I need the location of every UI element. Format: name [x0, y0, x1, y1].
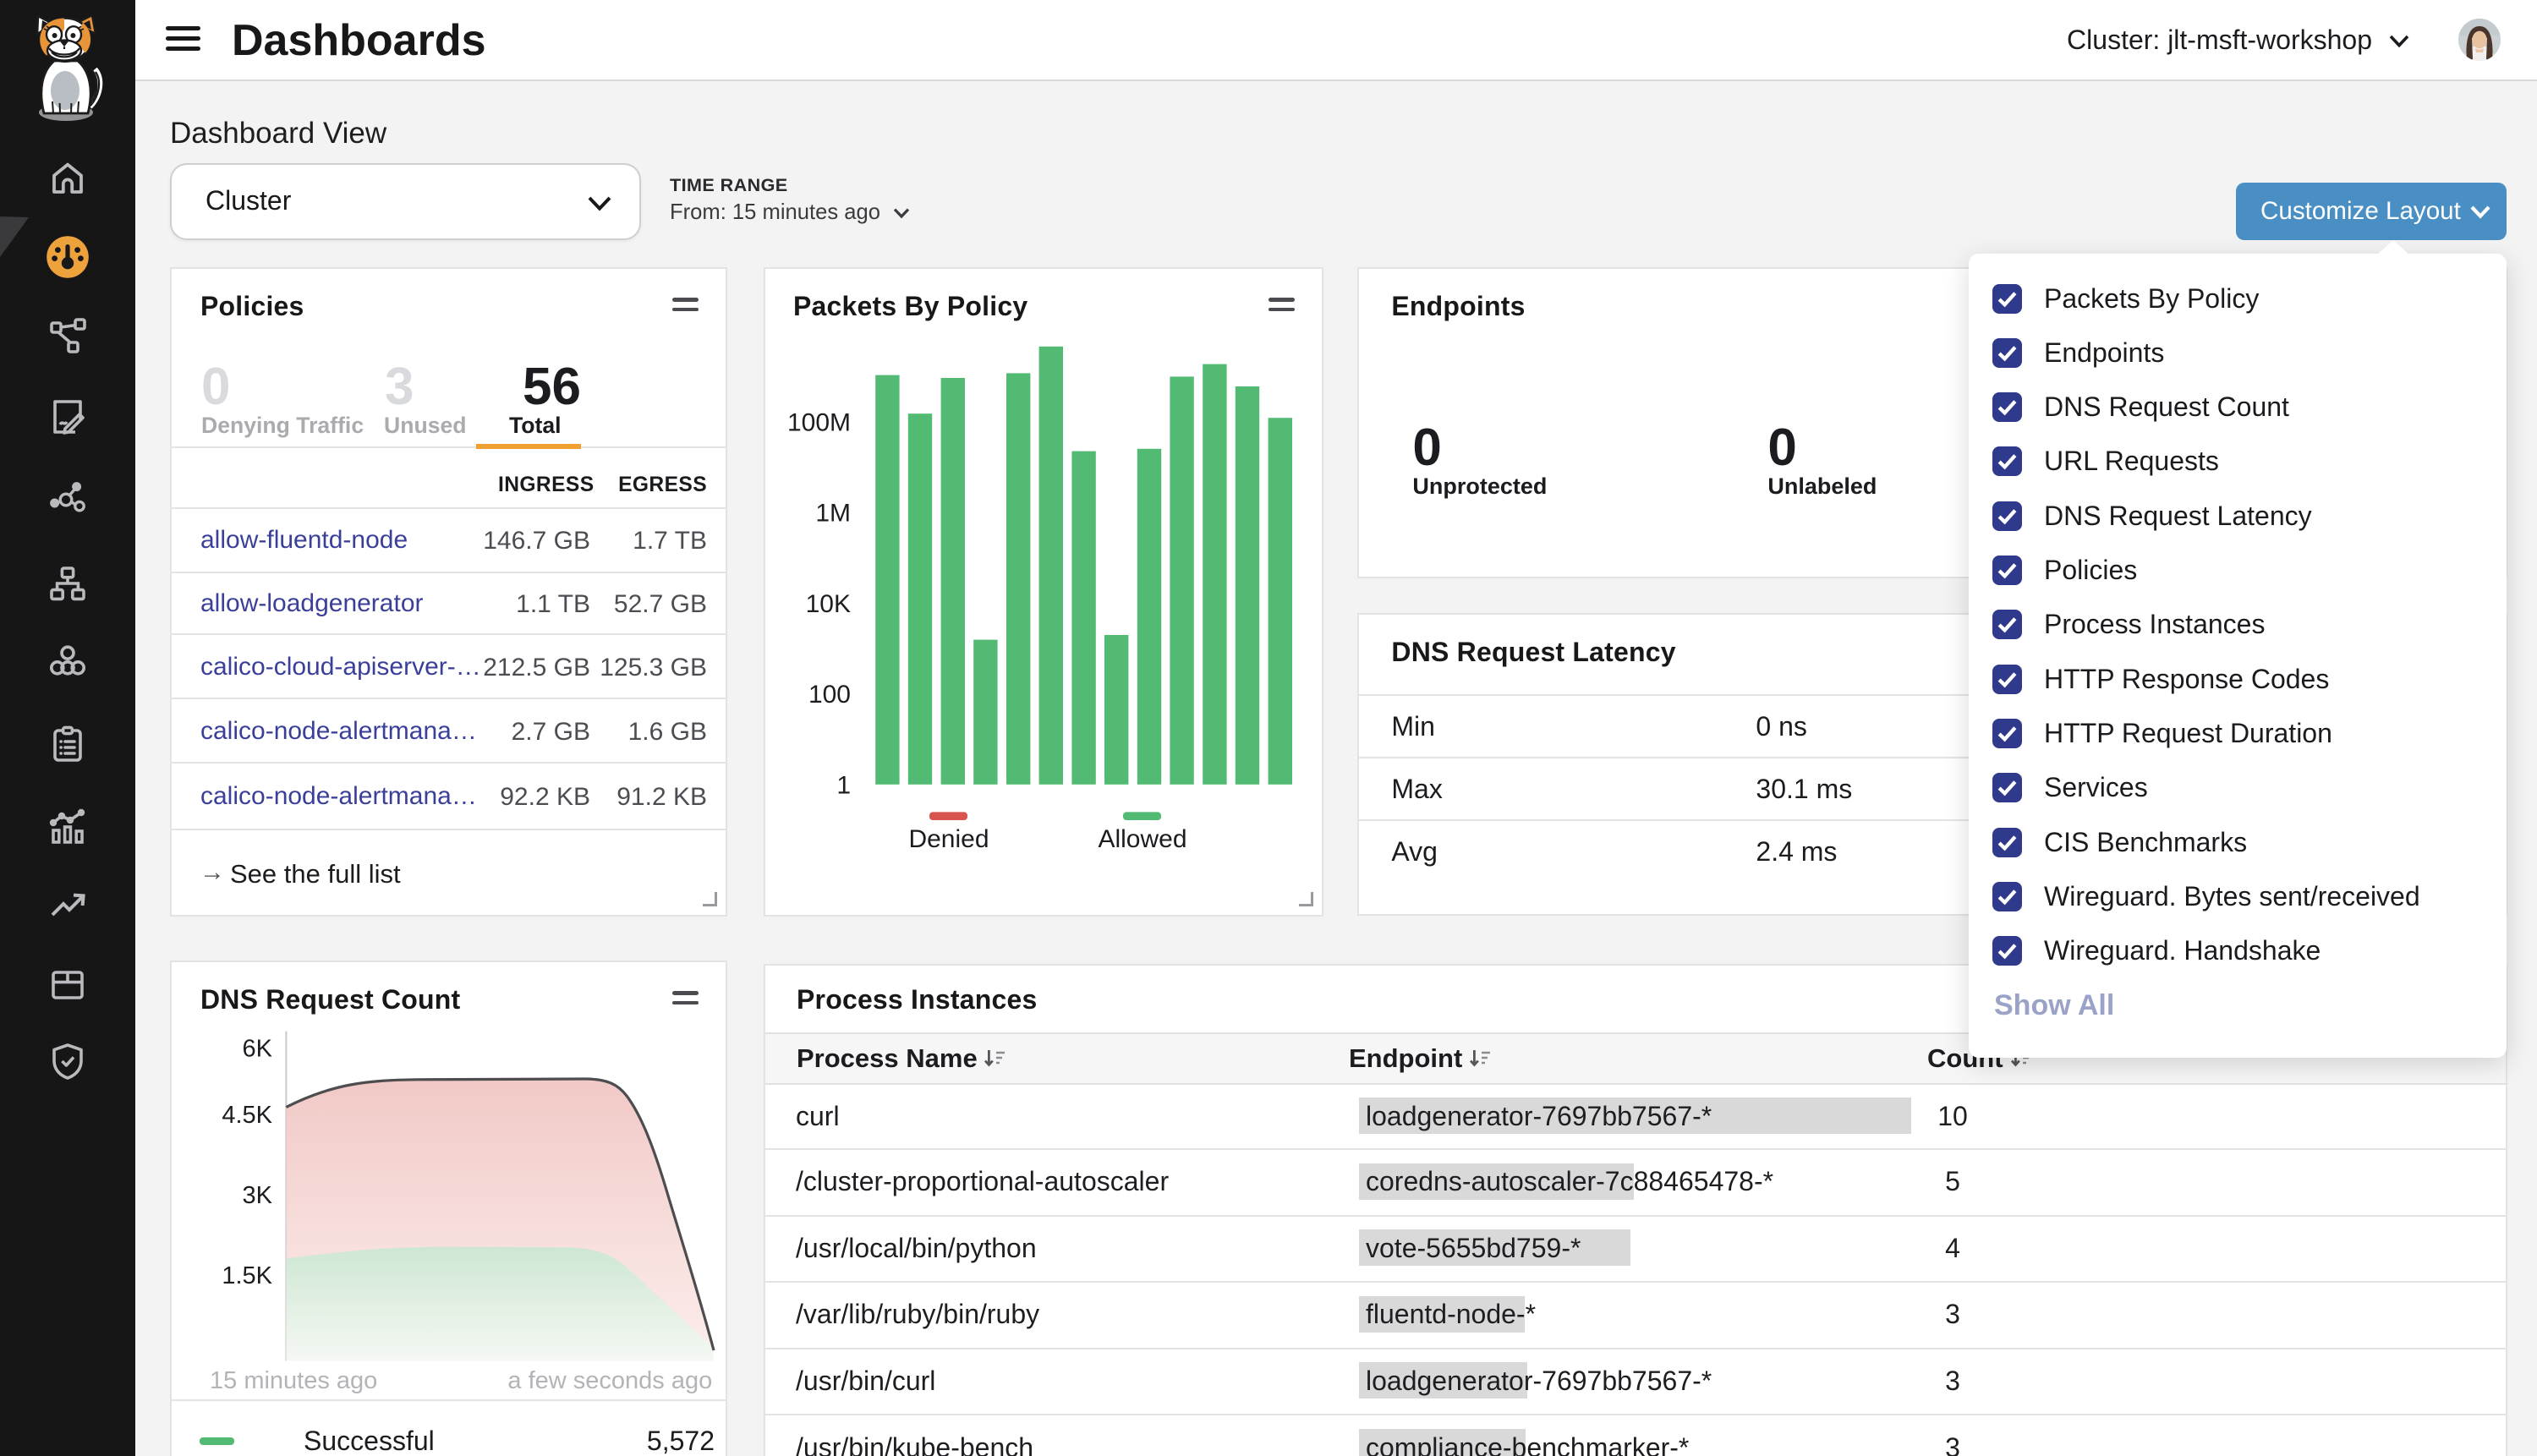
- svg-text:4.5K: 4.5K: [222, 1102, 272, 1129]
- svg-text:1.5K: 1.5K: [222, 1262, 272, 1289]
- svg-text:10K: 10K: [806, 590, 851, 618]
- svg-text:Denied: Denied: [908, 825, 989, 853]
- svg-text:15 minutes ago: 15 minutes ago: [210, 1367, 377, 1394]
- svg-text:1M: 1M: [815, 500, 851, 528]
- svg-text:1: 1: [836, 771, 851, 799]
- svg-text:3K: 3K: [243, 1182, 273, 1209]
- svg-text:100: 100: [808, 681, 851, 709]
- svg-text:a few seconds ago: a few seconds ago: [507, 1367, 712, 1394]
- svg-text:6K: 6K: [243, 1036, 273, 1063]
- svg-text:Allowed: Allowed: [1098, 825, 1186, 853]
- svg-text:100M: 100M: [787, 408, 851, 436]
